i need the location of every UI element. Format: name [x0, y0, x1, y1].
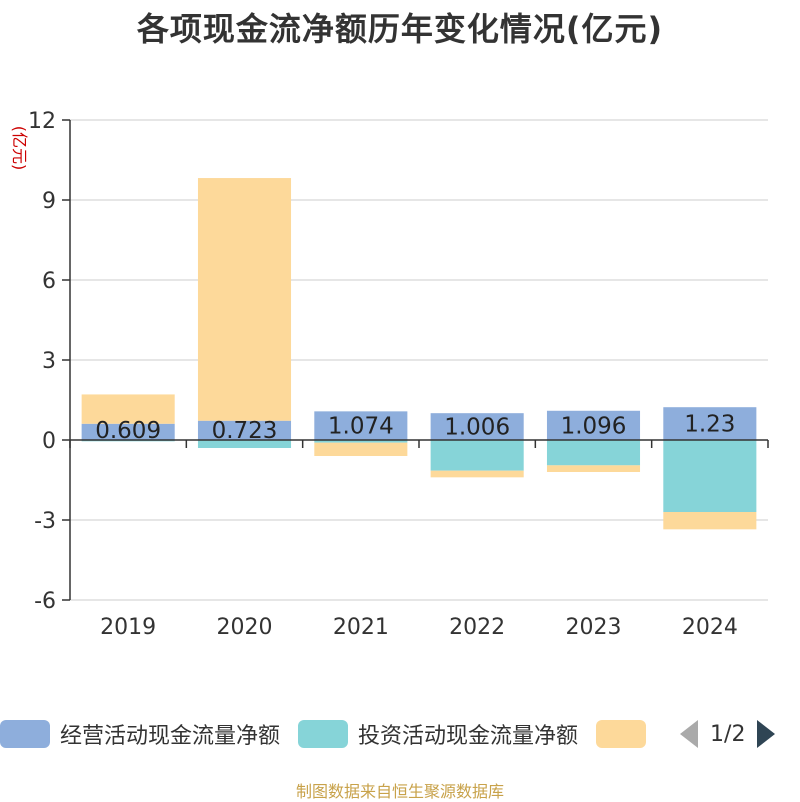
- x-tick-label-2021: 2021: [333, 615, 389, 640]
- bar-2023-series-1: [546, 440, 641, 466]
- legend-prev-arrow-icon[interactable]: [680, 720, 699, 748]
- legend-pager: 1/2: [680, 720, 776, 748]
- axes: [62, 119, 769, 601]
- bar-2020-series-1: [197, 440, 292, 448]
- data-label-2020: 0.723: [212, 418, 278, 444]
- legend-swatch-financing: [596, 720, 647, 748]
- chart-title: 各项现金流净额历年变化情况(亿元): [136, 10, 664, 48]
- x-tick-label-2022: 2022: [449, 615, 505, 640]
- data-label-2021: 1.074: [328, 414, 394, 440]
- bar-2021-series-1: [314, 440, 408, 443]
- bar-chart: -6 -3 0 3 6 9 12(亿元) 2019 2020 2021 2022 2023 2024 0.…: [10, 109, 769, 640]
- legend-page-indicator: 1/2: [710, 721, 746, 747]
- source-note: 制图数据来自恒生聚源数据库: [295, 782, 504, 801]
- bar-2024-series-0: [663, 407, 757, 440]
- y-tick-label: 9: [42, 189, 56, 214]
- y-tick-label: 3: [42, 349, 56, 374]
- bar-2022-series-1: [430, 440, 524, 471]
- data-label-2023: 1.096: [561, 413, 627, 439]
- grid-lines: [70, 119, 768, 601]
- y-tick-label: 6: [42, 269, 56, 294]
- legend-swatch-operating: [0, 720, 50, 748]
- bar-2023-series-2: [546, 465, 641, 472]
- legend-item-financing[interactable]: [596, 720, 656, 748]
- y-tick-label: -6: [34, 589, 56, 614]
- legend-label-operating: 经营活动现金流量净额: [60, 724, 281, 749]
- legend-item-investing[interactable]: 投资活动现金流量净额: [298, 718, 578, 750]
- x-tick-label-2020: 2020: [217, 615, 273, 640]
- labels: -6 -3 0 3 6 9 12(亿元) 2019 2020 2021 2022 2023 2024 0.…: [10, 109, 738, 640]
- y-tick-label: -3: [34, 509, 56, 534]
- legend: 经营活动现金流量净额 投资活动现金流量净额 1/2: [0, 712, 800, 756]
- y-tick-label: 12: [28, 109, 56, 134]
- x-tick-label-2024: 2024: [682, 615, 738, 640]
- bar-2023-series-0: [546, 410, 641, 440]
- bar-2022-series-0: [430, 413, 524, 440]
- bar-2019-series-2: [81, 394, 175, 424]
- legend-item-operating[interactable]: 经营活动现金流量净额: [0, 718, 280, 750]
- legend-swatch-investing: [298, 720, 349, 748]
- bar-2021-series-0: [314, 411, 408, 440]
- bar-2020-series-2: [197, 178, 292, 421]
- bar-2021-series-2: [314, 442, 408, 456]
- legend-label-investing: 投资活动现金流量净额: [358, 724, 579, 749]
- y-axis-label: (亿元): [10, 126, 29, 171]
- legend-next-arrow-icon[interactable]: [757, 720, 776, 748]
- y-tick-label: 0: [42, 429, 56, 454]
- bar-2020-series-0: [197, 420, 292, 440]
- x-tick-label-2019: 2019: [100, 615, 156, 640]
- bars: [81, 178, 757, 530]
- bar-2022-series-2: [430, 470, 524, 478]
- bar-2024-series-2: [663, 512, 757, 530]
- data-label-2022: 1.006: [444, 415, 510, 441]
- data-label-2019: 0.609: [95, 418, 161, 444]
- data-label-2024: 1.23: [684, 412, 735, 438]
- bar-2024-series-1: [663, 440, 757, 512]
- bar-2019-series-0: [81, 423, 175, 440]
- x-tick-label-2023: 2023: [566, 615, 622, 640]
